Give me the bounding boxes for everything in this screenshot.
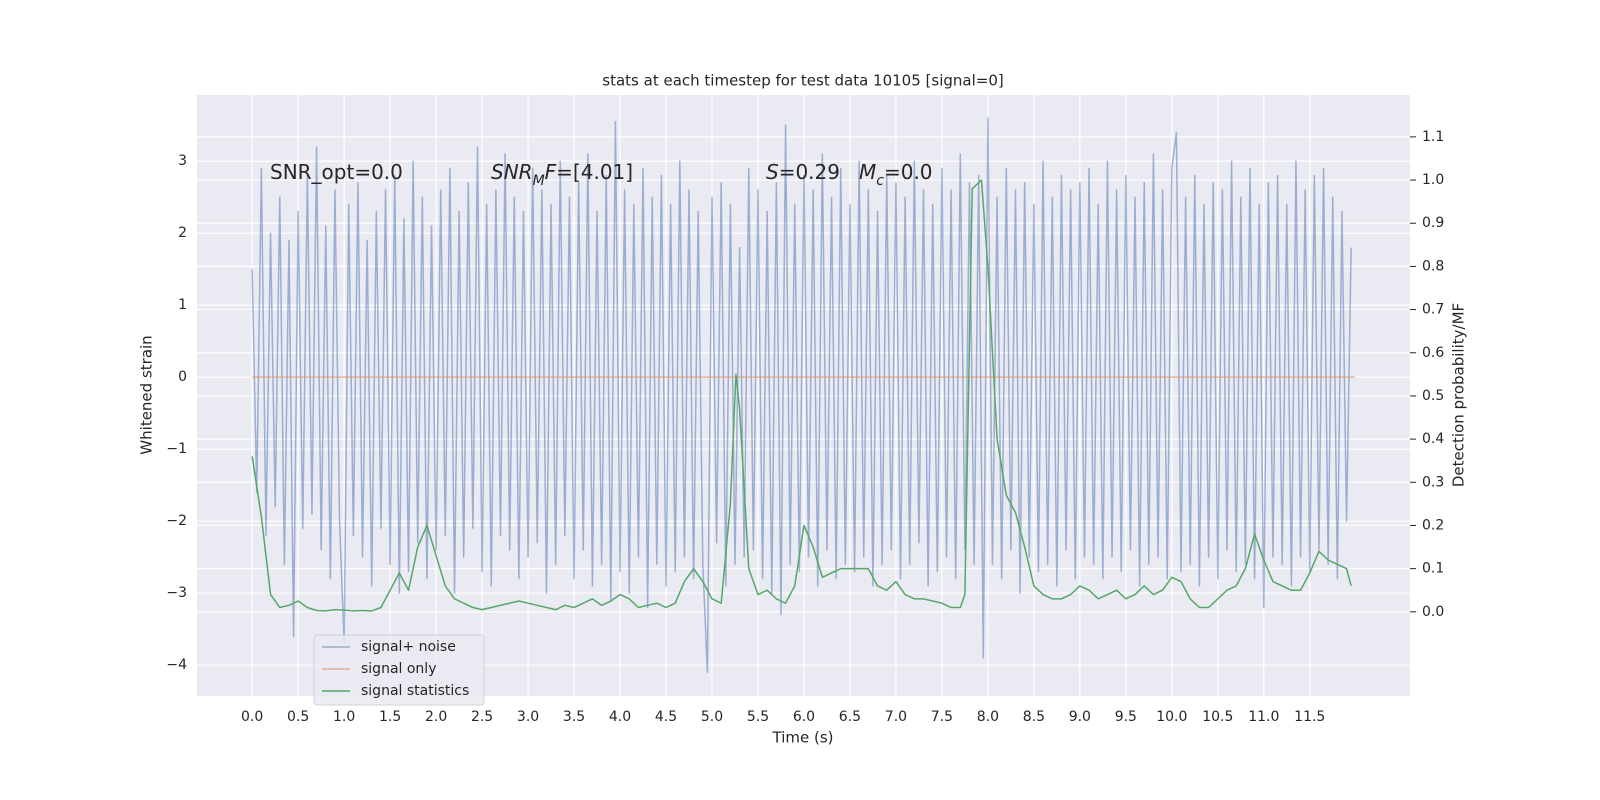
x-tick-label: 2.5: [471, 709, 493, 725]
x-tick-label: 9.5: [1115, 709, 1137, 725]
y2-tick-label: 0.0: [1422, 604, 1444, 620]
annotation-part: =0.29: [779, 160, 840, 184]
x-tick-label: 7.5: [931, 709, 953, 725]
x-tick-label: 0.5: [287, 709, 309, 725]
x-tick-label: 6.5: [839, 709, 861, 725]
x-tick-label: 3.0: [517, 709, 539, 725]
x-tick-label: 11.0: [1248, 709, 1279, 725]
y2-tick-label: 0.7: [1422, 302, 1444, 318]
y2-tick-label: 0.5: [1422, 388, 1444, 404]
x-tick-label: 0.0: [241, 709, 263, 725]
y2-tick-label: 1.1: [1422, 129, 1444, 145]
y-tick-label: 3: [178, 153, 187, 169]
annotation-part: SNR_opt=0.0: [270, 160, 403, 184]
annotation-part: SNR: [491, 160, 533, 184]
y-tick-label: −2: [166, 513, 187, 529]
annotation-part: =[4.01]: [556, 160, 633, 184]
y2-tick-label: 1.0: [1422, 172, 1444, 188]
y2-tick-label: 0.3: [1422, 474, 1444, 490]
y-tick-label: −1: [166, 441, 187, 457]
annotation: Mc=0.0: [859, 160, 933, 190]
annotation-part: F: [545, 160, 557, 184]
y-tick-label: −4: [166, 657, 187, 673]
y2-tick-label: 0.6: [1422, 345, 1444, 361]
annotation: SNRMF=[4.01]: [491, 160, 633, 190]
annotation-part: S: [766, 160, 779, 184]
x-tick-label: 6.0: [793, 709, 815, 725]
chart-title: stats at each timestep for test data 101…: [602, 72, 1003, 90]
x-tick-label: 1.5: [379, 709, 401, 725]
x-tick-label: 8.0: [977, 709, 999, 725]
x-tick-label: 5.0: [701, 709, 723, 725]
y-tick-label: 0: [178, 369, 187, 385]
y-axis-label: Whitened strain: [138, 335, 156, 454]
annotation-part: =0.0: [884, 160, 933, 184]
annotation-part: c: [876, 173, 884, 189]
x-tick-label: 1.0: [333, 709, 355, 725]
x-tick-label: 7.0: [885, 709, 907, 725]
legend-box: [313, 634, 485, 706]
legend-label: signal only: [361, 661, 436, 677]
legend: signal+ noise signal only signal statistic…: [313, 634, 485, 706]
legend-label: signal statistics: [361, 683, 469, 699]
y2-tick-label: 0.9: [1422, 215, 1444, 231]
y2-tick-label: 0.2: [1422, 517, 1444, 533]
x-tick-label: 4.0: [609, 709, 631, 725]
y2-tick-label: 0.8: [1422, 258, 1444, 274]
x-tick-label: 8.5: [1023, 709, 1045, 725]
series-line: [251, 117, 1352, 673]
x-tick-label: 5.5: [747, 709, 769, 725]
x-axis-label: Time (s): [772, 729, 834, 747]
y2-tick-label: 0.1: [1422, 561, 1444, 577]
y-tick-label: 2: [178, 225, 187, 241]
x-tick-label: 9.0: [1069, 709, 1091, 725]
y2-axis-label: Detection probability/MF: [1450, 303, 1468, 487]
annotation-part: M: [859, 160, 876, 184]
x-tick-label: 11.5: [1294, 709, 1325, 725]
annotation-part: M: [533, 173, 545, 189]
x-tick-label: 3.5: [563, 709, 585, 725]
x-tick-label: 2.0: [425, 709, 447, 725]
y-tick-label: −3: [166, 585, 187, 601]
annotation: S=0.29: [766, 160, 840, 184]
legend-label: signal+ noise: [361, 639, 456, 655]
x-tick-label: 10.5: [1202, 709, 1233, 725]
series-line: [251, 179, 1352, 612]
y2-tick-label: 0.4: [1422, 431, 1444, 447]
x-tick-label: 4.5: [655, 709, 677, 725]
annotation: SNR_opt=0.0: [270, 160, 403, 184]
x-tick-label: 10.0: [1156, 709, 1187, 725]
y-tick-label: 1: [178, 297, 187, 313]
